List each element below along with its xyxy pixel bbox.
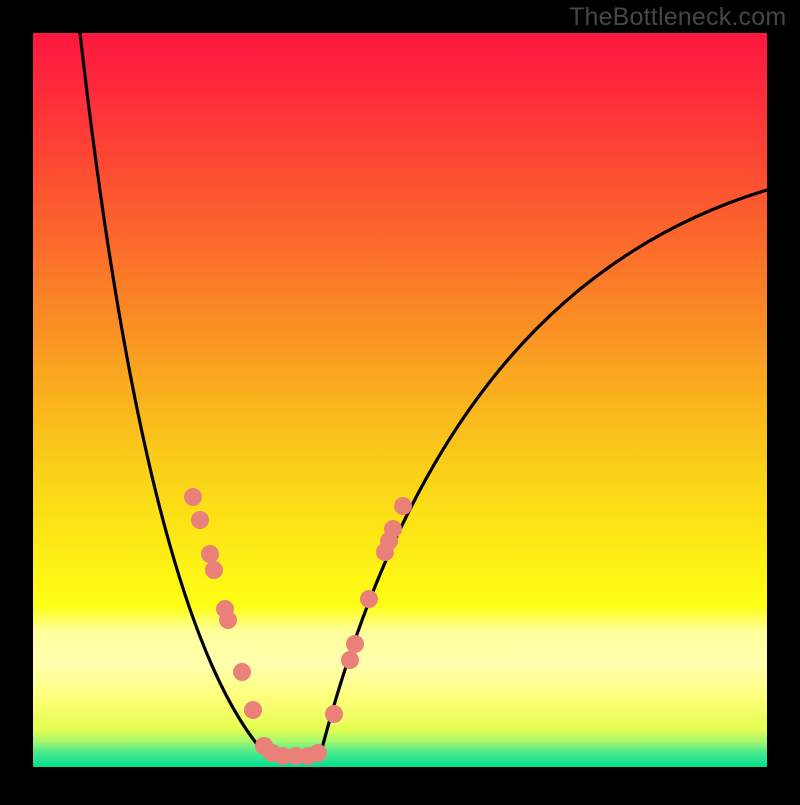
data-marker <box>394 497 412 515</box>
data-marker <box>201 545 219 563</box>
watermark-text: TheBottleneck.com <box>569 3 786 32</box>
data-marker <box>233 663 251 681</box>
data-marker <box>219 611 237 629</box>
data-marker <box>191 511 209 529</box>
data-marker <box>346 635 364 653</box>
chart-svg <box>0 0 800 800</box>
data-marker <box>384 520 402 538</box>
data-marker <box>205 561 223 579</box>
data-marker <box>244 701 262 719</box>
data-marker <box>184 488 202 506</box>
data-marker <box>360 590 378 608</box>
data-marker <box>325 705 343 723</box>
data-marker <box>309 744 327 762</box>
data-marker <box>341 651 359 669</box>
gradient-background <box>33 33 767 767</box>
chart-plot-area <box>0 0 800 805</box>
